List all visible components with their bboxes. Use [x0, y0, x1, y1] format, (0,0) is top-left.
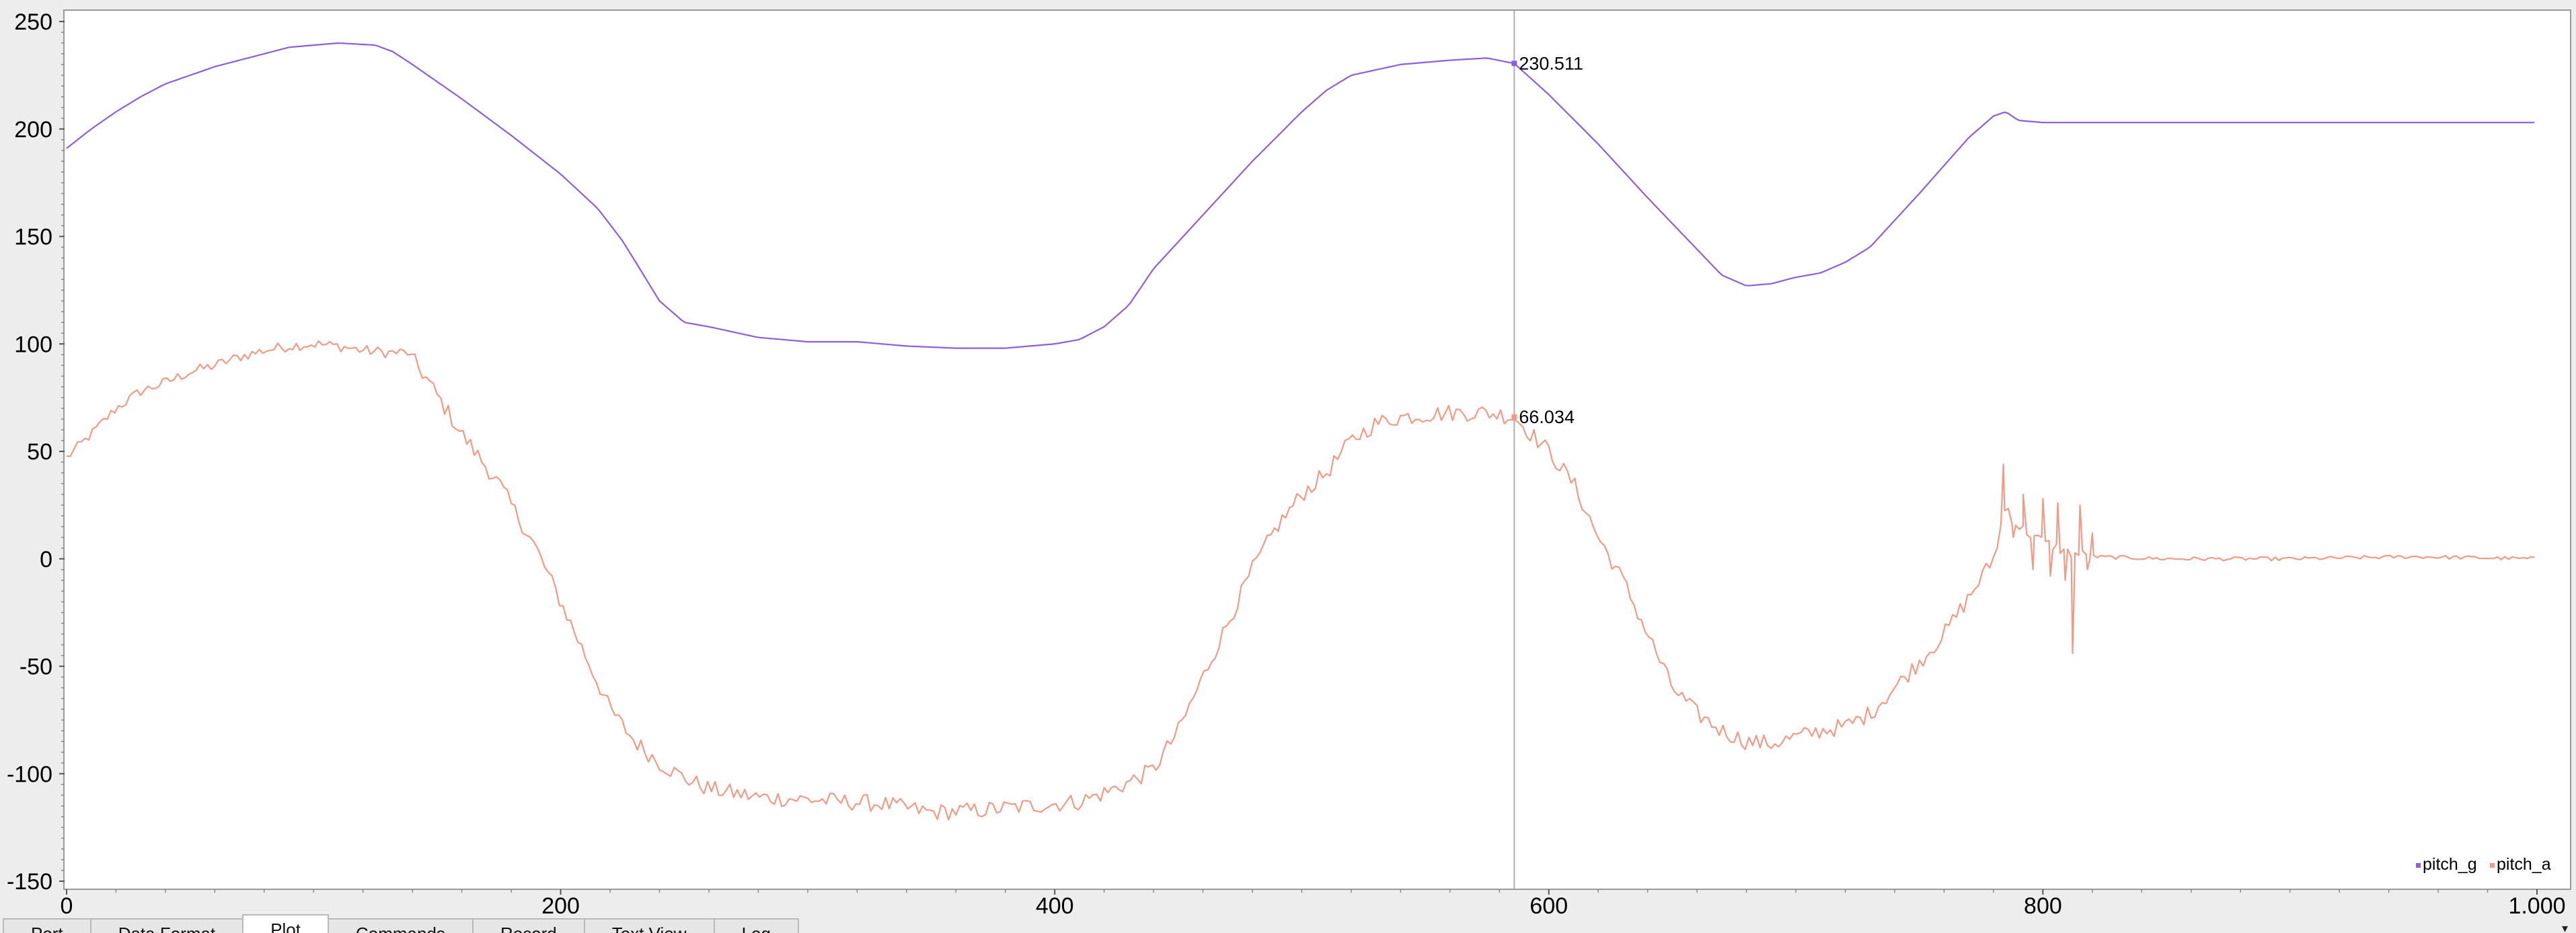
x-tick-label: 800 [2024, 893, 2062, 918]
tab-commands[interactable]: Commands [328, 918, 473, 933]
tab-data-format[interactable]: Data Format [89, 918, 244, 933]
tab-log[interactable]: Log [713, 918, 799, 933]
y-tick-label: -150 [7, 869, 52, 895]
x-tick-label: 1.000 [2508, 893, 2565, 918]
x-tick-label: 600 [1529, 893, 1568, 918]
x-tick-label: 0 [61, 893, 73, 918]
y-tick-label: 250 [14, 9, 52, 35]
x-axis: 0 200 400 600 800 1.000 [61, 889, 2566, 918]
tab-text-view[interactable]: Text View [583, 918, 715, 933]
legend-item-pitch_g[interactable]: pitch_g [2423, 855, 2477, 874]
x-tick-label: 400 [1036, 893, 1074, 918]
tab-record[interactable]: Record [471, 918, 585, 933]
tab-bar: PortData FormatPlotCommandsRecordText Vi… [0, 914, 2576, 933]
chevron-down-icon[interactable]: ▾ [2561, 922, 2568, 933]
tab-plot[interactable]: Plot [242, 914, 329, 933]
y-tick-label: 0 [40, 547, 52, 572]
cursor-layer: 230.511 66.034 [1511, 11, 1583, 889]
legend: pitch_g pitch_a [2416, 855, 2551, 874]
cursor-point-marker [1511, 414, 1517, 420]
legend-item-pitch_a[interactable]: pitch_a [2497, 855, 2551, 874]
series-layer [66, 42, 2535, 821]
y-axis: 250 200 150 100 50 0 -50 -100 -150 [7, 9, 65, 895]
series-line-pitch_a [66, 340, 2535, 821]
series-line-pitch_g [66, 42, 2535, 349]
cursor-readout-value: 66.034 [1519, 407, 1575, 427]
cursor-readout-value: 230.511 [1519, 53, 1583, 73]
x-tick-label: 200 [541, 893, 580, 918]
legend-swatch [2416, 863, 2421, 868]
y-tick-label: 50 [27, 439, 52, 465]
y-tick-label: -50 [20, 655, 52, 680]
plot-area[interactable] [63, 9, 2571, 890]
y-tick-label: 100 [14, 332, 52, 357]
y-tick-label: 200 [14, 117, 52, 143]
y-tick-label: 150 [14, 225, 52, 250]
cursor-point-marker [1511, 61, 1517, 67]
tab-port[interactable]: Port [3, 918, 91, 933]
y-tick-label: -100 [7, 761, 52, 787]
legend-swatch [2490, 863, 2495, 868]
